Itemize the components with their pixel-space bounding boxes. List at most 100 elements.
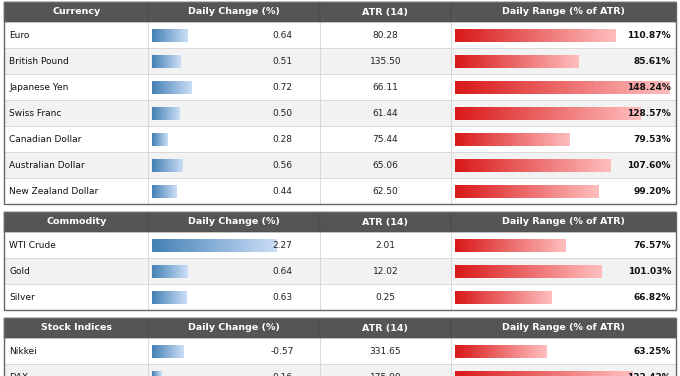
Bar xyxy=(451,2,676,22)
Bar xyxy=(542,55,545,68)
Bar xyxy=(570,185,574,197)
Bar xyxy=(171,238,175,252)
Bar xyxy=(601,370,606,376)
Bar xyxy=(545,185,549,197)
Bar xyxy=(179,291,180,303)
Bar xyxy=(457,344,460,358)
Bar xyxy=(158,80,160,94)
Bar xyxy=(152,344,154,358)
Bar xyxy=(155,159,156,171)
Bar xyxy=(627,106,632,120)
Bar xyxy=(152,106,154,120)
Bar xyxy=(466,132,470,146)
Bar xyxy=(554,264,558,277)
Bar xyxy=(164,344,165,358)
Bar xyxy=(525,159,529,171)
Bar xyxy=(515,132,519,146)
Bar xyxy=(166,106,167,120)
Bar xyxy=(473,185,477,197)
Bar xyxy=(530,238,533,252)
Bar xyxy=(541,159,545,171)
Bar xyxy=(159,264,161,277)
Bar xyxy=(472,132,475,146)
Bar xyxy=(498,264,503,277)
Bar xyxy=(611,80,616,94)
Text: Daily Range (% of ATR): Daily Range (% of ATR) xyxy=(502,8,625,17)
Bar xyxy=(517,55,520,68)
Bar xyxy=(500,344,503,358)
Bar xyxy=(451,178,676,204)
Bar xyxy=(156,238,159,252)
Bar xyxy=(174,238,177,252)
Bar xyxy=(196,238,199,252)
Bar xyxy=(161,106,163,120)
Bar xyxy=(464,55,468,68)
Bar xyxy=(576,106,581,120)
Bar xyxy=(177,159,179,171)
Bar xyxy=(539,132,542,146)
Bar xyxy=(477,370,482,376)
Bar xyxy=(179,29,180,41)
Bar xyxy=(160,159,161,171)
Bar xyxy=(486,238,489,252)
Bar xyxy=(605,80,611,94)
Bar xyxy=(469,264,474,277)
Bar xyxy=(501,106,507,120)
Bar xyxy=(648,80,654,94)
Bar xyxy=(230,238,233,252)
Bar xyxy=(487,185,491,197)
Bar xyxy=(579,159,584,171)
Bar xyxy=(173,344,175,358)
Bar xyxy=(158,159,159,171)
Bar xyxy=(632,80,638,94)
Bar xyxy=(529,55,533,68)
Bar xyxy=(155,344,156,358)
Bar xyxy=(160,29,162,41)
Bar xyxy=(156,159,158,171)
Bar xyxy=(186,264,188,277)
Bar xyxy=(496,238,500,252)
Text: Daily Change (%): Daily Change (%) xyxy=(188,217,280,226)
Bar xyxy=(509,80,514,94)
Bar xyxy=(494,159,498,171)
Bar xyxy=(180,29,182,41)
Bar xyxy=(503,291,506,303)
Bar xyxy=(523,185,527,197)
Bar xyxy=(180,291,182,303)
Bar xyxy=(480,344,483,358)
Bar xyxy=(154,80,155,94)
Bar xyxy=(165,185,166,197)
Bar xyxy=(485,344,488,358)
Bar xyxy=(581,185,585,197)
Text: 107.60%: 107.60% xyxy=(628,161,671,170)
Bar xyxy=(455,159,459,171)
Bar xyxy=(497,106,502,120)
Bar xyxy=(476,80,482,94)
Bar xyxy=(156,344,157,358)
Bar xyxy=(161,80,163,94)
Bar xyxy=(471,238,475,252)
Bar xyxy=(594,264,598,277)
Bar xyxy=(459,370,464,376)
Bar xyxy=(475,159,479,171)
Bar xyxy=(513,132,516,146)
Bar xyxy=(171,55,172,68)
Bar xyxy=(171,159,173,171)
Bar xyxy=(177,291,179,303)
Bar xyxy=(507,238,511,252)
Bar xyxy=(171,106,173,120)
Bar xyxy=(530,80,536,94)
Bar xyxy=(158,344,159,358)
Bar xyxy=(524,344,526,358)
Bar xyxy=(157,370,158,376)
Bar xyxy=(180,29,181,41)
Bar xyxy=(173,344,174,358)
Bar xyxy=(4,48,148,74)
Bar xyxy=(158,238,163,252)
Bar xyxy=(156,55,157,68)
Bar xyxy=(173,159,174,171)
Bar xyxy=(182,264,183,277)
Bar xyxy=(178,159,180,171)
Bar xyxy=(505,55,508,68)
Bar xyxy=(543,370,548,376)
